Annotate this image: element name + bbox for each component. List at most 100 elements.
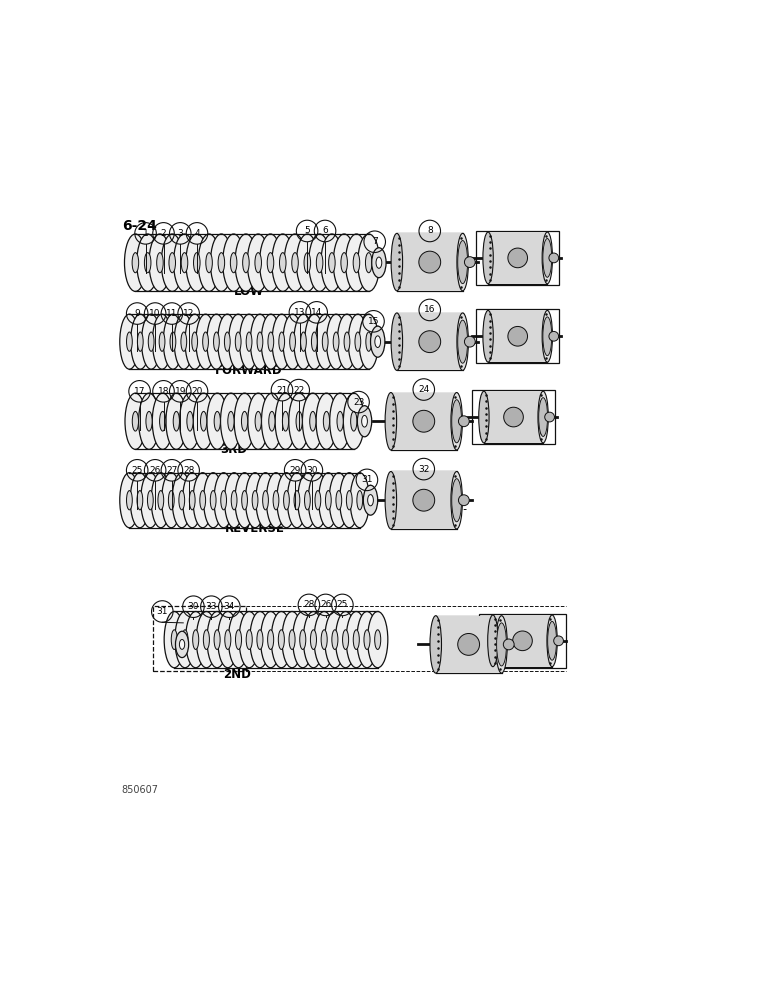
Text: 11: 11 bbox=[166, 309, 178, 318]
Ellipse shape bbox=[371, 326, 385, 357]
Circle shape bbox=[413, 489, 435, 511]
Ellipse shape bbox=[542, 310, 553, 362]
Ellipse shape bbox=[350, 473, 369, 528]
Ellipse shape bbox=[452, 479, 462, 522]
Bar bbox=[488, 310, 547, 362]
Text: 8: 8 bbox=[427, 226, 432, 235]
Ellipse shape bbox=[329, 253, 335, 273]
Ellipse shape bbox=[314, 611, 334, 668]
Ellipse shape bbox=[367, 495, 374, 506]
Circle shape bbox=[419, 251, 441, 273]
Ellipse shape bbox=[257, 332, 262, 351]
Text: 15: 15 bbox=[367, 317, 379, 326]
Text: 10: 10 bbox=[150, 309, 161, 318]
Ellipse shape bbox=[330, 393, 350, 449]
Ellipse shape bbox=[367, 611, 388, 668]
Circle shape bbox=[419, 331, 441, 353]
Circle shape bbox=[413, 410, 435, 432]
Circle shape bbox=[465, 257, 476, 267]
Ellipse shape bbox=[303, 611, 323, 668]
Text: 26: 26 bbox=[150, 466, 161, 475]
Ellipse shape bbox=[391, 233, 403, 291]
Ellipse shape bbox=[181, 253, 188, 273]
Ellipse shape bbox=[287, 473, 306, 528]
Ellipse shape bbox=[132, 253, 139, 273]
Ellipse shape bbox=[344, 393, 364, 449]
Ellipse shape bbox=[538, 391, 548, 443]
Ellipse shape bbox=[221, 491, 226, 510]
Ellipse shape bbox=[543, 317, 552, 356]
Ellipse shape bbox=[130, 314, 150, 369]
Ellipse shape bbox=[127, 491, 132, 510]
Ellipse shape bbox=[354, 630, 359, 649]
Text: 27: 27 bbox=[166, 466, 178, 475]
Ellipse shape bbox=[321, 630, 327, 649]
Ellipse shape bbox=[186, 234, 208, 291]
Ellipse shape bbox=[336, 491, 342, 510]
Ellipse shape bbox=[200, 491, 205, 510]
Ellipse shape bbox=[257, 630, 263, 649]
Bar bbox=[484, 391, 543, 443]
Ellipse shape bbox=[228, 411, 234, 431]
Ellipse shape bbox=[289, 630, 295, 649]
Ellipse shape bbox=[283, 491, 290, 510]
Ellipse shape bbox=[207, 611, 227, 668]
Ellipse shape bbox=[169, 253, 175, 273]
Circle shape bbox=[513, 631, 533, 651]
Text: 17: 17 bbox=[134, 387, 145, 396]
Ellipse shape bbox=[152, 314, 171, 369]
Text: 5: 5 bbox=[304, 226, 310, 235]
Ellipse shape bbox=[457, 313, 469, 370]
Ellipse shape bbox=[196, 314, 215, 369]
Ellipse shape bbox=[168, 491, 174, 510]
Ellipse shape bbox=[317, 253, 323, 273]
Ellipse shape bbox=[175, 611, 195, 668]
Circle shape bbox=[508, 248, 527, 268]
Ellipse shape bbox=[357, 491, 363, 510]
Text: 29: 29 bbox=[290, 466, 301, 475]
Text: 4: 4 bbox=[195, 229, 200, 238]
Ellipse shape bbox=[327, 314, 346, 369]
Ellipse shape bbox=[229, 611, 249, 668]
Ellipse shape bbox=[266, 473, 286, 528]
Ellipse shape bbox=[256, 473, 275, 528]
Ellipse shape bbox=[207, 393, 228, 449]
Ellipse shape bbox=[181, 332, 187, 351]
Text: 20: 20 bbox=[191, 387, 203, 396]
Ellipse shape bbox=[164, 314, 182, 369]
Ellipse shape bbox=[132, 411, 138, 431]
Ellipse shape bbox=[308, 473, 327, 528]
Bar bbox=[435, 616, 502, 673]
Ellipse shape bbox=[364, 485, 378, 515]
Ellipse shape bbox=[316, 393, 337, 449]
Ellipse shape bbox=[451, 393, 462, 450]
Circle shape bbox=[508, 326, 527, 346]
Ellipse shape bbox=[346, 234, 367, 291]
Bar bbox=[476, 309, 559, 363]
Ellipse shape bbox=[242, 411, 248, 431]
Ellipse shape bbox=[234, 393, 255, 449]
Circle shape bbox=[503, 407, 523, 427]
Ellipse shape bbox=[246, 630, 252, 649]
Ellipse shape bbox=[458, 241, 468, 284]
Ellipse shape bbox=[218, 611, 238, 668]
Ellipse shape bbox=[160, 411, 166, 431]
Ellipse shape bbox=[120, 473, 139, 528]
Text: 2ND: 2ND bbox=[223, 668, 251, 681]
Ellipse shape bbox=[391, 313, 403, 370]
Ellipse shape bbox=[141, 473, 160, 528]
Ellipse shape bbox=[268, 630, 273, 649]
Ellipse shape bbox=[127, 332, 132, 351]
Ellipse shape bbox=[259, 234, 281, 291]
Ellipse shape bbox=[252, 491, 258, 510]
Ellipse shape bbox=[191, 332, 198, 351]
Ellipse shape bbox=[357, 234, 380, 291]
Ellipse shape bbox=[203, 630, 209, 649]
Ellipse shape bbox=[204, 473, 223, 528]
Ellipse shape bbox=[346, 611, 367, 668]
Ellipse shape bbox=[458, 320, 468, 363]
Ellipse shape bbox=[348, 314, 367, 369]
Ellipse shape bbox=[296, 234, 318, 291]
Ellipse shape bbox=[137, 234, 158, 291]
Ellipse shape bbox=[279, 332, 285, 351]
